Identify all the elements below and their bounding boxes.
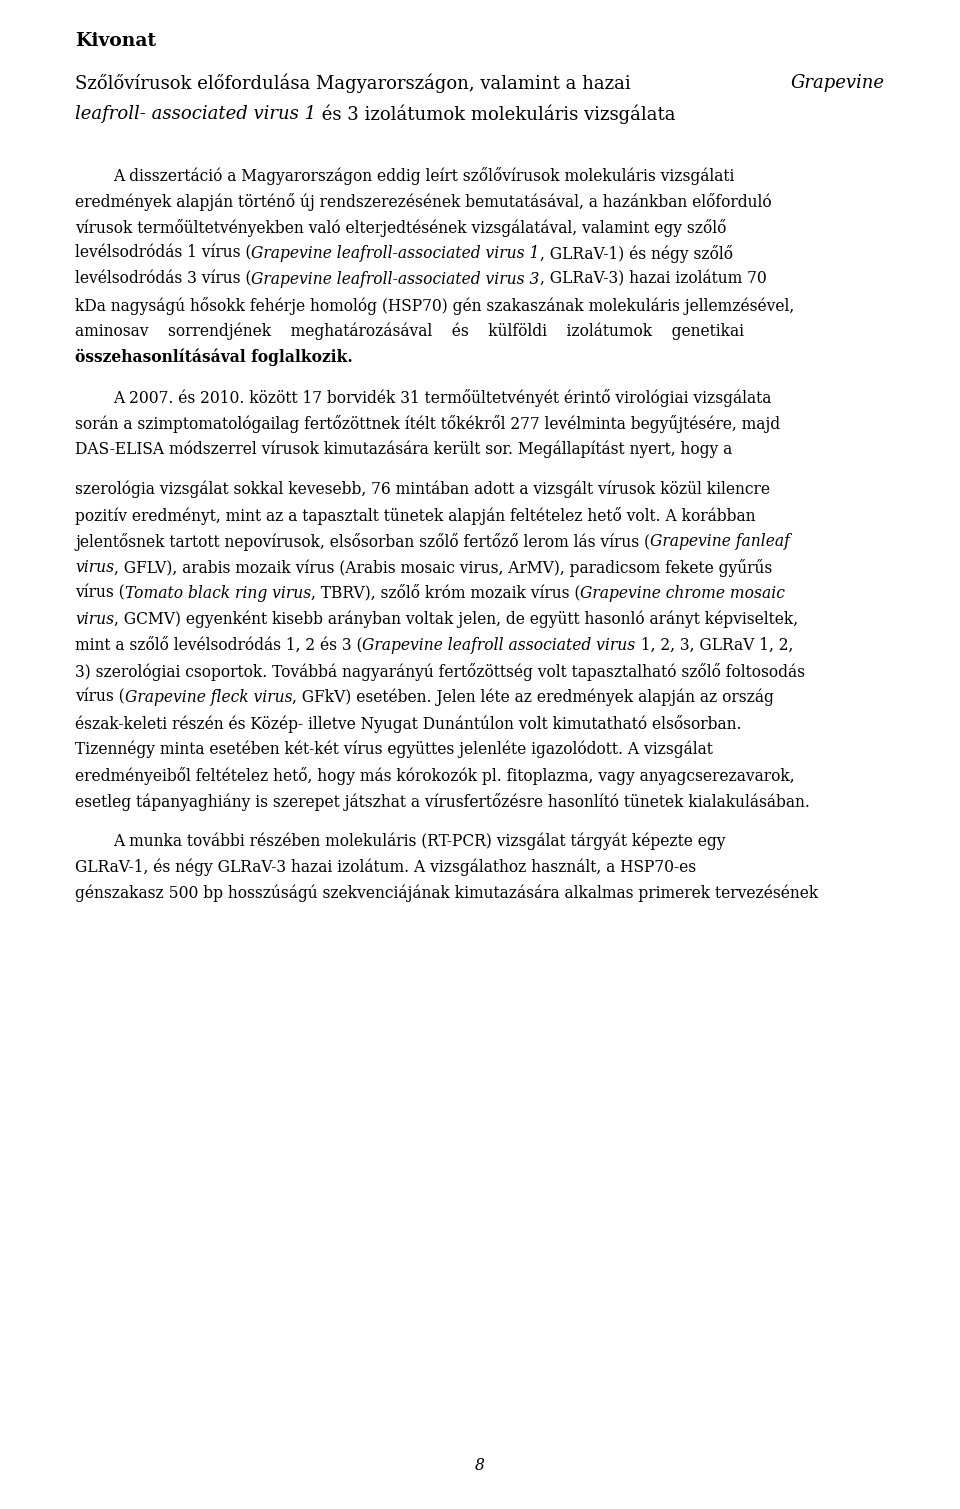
Text: vírus (: vírus ( — [75, 584, 125, 602]
Text: Grapevine: Grapevine — [791, 74, 885, 92]
Text: leafroll- associated virus 1: leafroll- associated virus 1 — [75, 104, 316, 122]
Text: DAS-ELISA módszerrel vírusok kimutazására került sor. Megállapítást nyert, hogy : DAS-ELISA módszerrel vírusok kimutazásár… — [75, 441, 732, 459]
Text: Grapevine leafroll-associated virus 1: Grapevine leafroll-associated virus 1 — [252, 244, 540, 261]
Text: vírusok termőültetvényekben való elterjedtésének vizsgálatával, valamint egy sző: vírusok termőültetvényekben való elterje… — [75, 219, 727, 237]
Text: génszakasz 500 bp hosszúságú szekvenciájának kimutazására alkalmas primerek terv: génszakasz 500 bp hosszúságú szekvenciáj… — [75, 884, 818, 902]
Text: Kivonat: Kivonat — [75, 32, 156, 50]
Text: és 3 izolátumok molekuláris vizsgálata: és 3 izolátumok molekuláris vizsgálata — [316, 104, 676, 124]
Text: virus: virus — [75, 611, 114, 628]
Text: A disszertáció a Magyarországon eddig leírt szőlővírusok molekuláris vizsgálati: A disszertáció a Magyarországon eddig le… — [113, 166, 734, 184]
Text: kDa nagyságú hősokk fehérje homológ (HSP70) gén szakaszának molekuláris jellemzé: kDa nagyságú hősokk fehérje homológ (HSP… — [75, 297, 794, 314]
Text: , GCMV) egyenként kisebb arányban voltak jelen, de együtt hasonló arányt képvise: , GCMV) egyenként kisebb arányban voltak… — [114, 611, 799, 628]
Text: , GLRaV-1) és négy szőlő: , GLRaV-1) és négy szőlő — [540, 244, 732, 263]
Text: vírus (: vírus ( — [75, 688, 125, 706]
Text: mint a szőlő levélsodródás 1, 2 és 3 (: mint a szőlő levélsodródás 1, 2 és 3 ( — [75, 637, 363, 653]
Text: Tizennégy minta esetében két-két vírus együttes jelenléte igazolódott. A vizsgál: Tizennégy minta esetében két-két vírus e… — [75, 741, 713, 758]
Text: jelentősnek tartott nepovírusok, elsősorban szőlő fertőző lerom lás vírus (: jelentősnek tartott nepovírusok, elsősor… — [75, 533, 650, 551]
Text: , GFLV), arabis mozaik vírus (Arabis mosaic virus, ArMV), paradicsom fekete gyűr: , GFLV), arabis mozaik vírus (Arabis mos… — [114, 558, 773, 576]
Text: Grapevine chrome mosaic: Grapevine chrome mosaic — [580, 584, 785, 602]
Text: GLRaV-1, és négy GLRaV-3 hazai izolátum. A vizsgálathoz használt, a HSP70-es: GLRaV-1, és négy GLRaV-3 hazai izolátum.… — [75, 859, 696, 877]
Text: , TBRV), szőlő króm mozaik vírus (: , TBRV), szőlő króm mozaik vírus ( — [311, 584, 580, 602]
Text: A munka további részében molekuláris (RT-PCR) vizsgálat tárgyát képezte egy: A munka további részében molekuláris (RT… — [113, 833, 726, 850]
Text: virus: virus — [75, 558, 114, 575]
Text: Tomato black ring virus: Tomato black ring virus — [125, 584, 311, 602]
Text: Grapevine leafroll-associated virus 3: Grapevine leafroll-associated virus 3 — [252, 270, 540, 288]
Text: során a szimptomatológailag fertőzöttnek ítélt tőkékről 277 levélminta begyűjtés: során a szimptomatológailag fertőzöttnek… — [75, 415, 780, 433]
Text: eredményeiből feltételez hető, hogy más kórokozók pl. fitoplazma, vagy anyagcser: eredményeiből feltételez hető, hogy más … — [75, 767, 795, 785]
Text: A 2007. és 2010. között 17 borvidék 31 termőültetvényét érintő virológiai vizsgá: A 2007. és 2010. között 17 borvidék 31 t… — [113, 389, 772, 406]
Text: szerológia vizsgálat sokkal kevesebb, 76 mintában adott a vizsgált vírusok közül: szerológia vizsgálat sokkal kevesebb, 76… — [75, 480, 770, 498]
Text: 3) szerológiai csoportok. Továbbá nagyarányú fertőzöttség volt tapasztalható sző: 3) szerológiai csoportok. Továbbá nagyar… — [75, 662, 805, 681]
Text: pozitív eredményt, mint az a tapasztalt tünetek alapján feltételez hető volt. A : pozitív eredményt, mint az a tapasztalt … — [75, 507, 756, 525]
Text: 8: 8 — [475, 1458, 485, 1474]
Text: esetleg tápanyaghiány is szerepet játszhat a vírusfertőzésre hasonlító tünetek k: esetleg tápanyaghiány is szerepet játszh… — [75, 792, 810, 810]
Text: észak-keleti részén és Közép- illetve Nyugat Dunántúlon volt kimutatható elsősor: észak-keleti részén és Közép- illetve Ny… — [75, 715, 741, 732]
Text: Szőlővírusok előfordulása Magyarországon, valamint a hazai: Szőlővírusok előfordulása Magyarországon… — [75, 74, 636, 94]
Text: Grapevine fanleaf: Grapevine fanleaf — [650, 533, 790, 549]
Text: 1, 2, 3, GLRaV 1, 2,: 1, 2, 3, GLRaV 1, 2, — [636, 637, 793, 653]
Text: eredmények alapján történő új rendszerezésének bemutatásával, a hazánkban előfor: eredmények alapján történő új rendszerez… — [75, 193, 772, 211]
Text: , GFkV) esetében. Jelen léte az eredmények alapján az ország: , GFkV) esetében. Jelen léte az eredmény… — [292, 688, 774, 706]
Text: Grapevine fleck virus: Grapevine fleck virus — [125, 688, 292, 706]
Text: , GLRaV-3) hazai izolátum 70: , GLRaV-3) hazai izolátum 70 — [540, 270, 766, 288]
Text: levélsodródás 3 vírus (: levélsodródás 3 vírus ( — [75, 270, 252, 288]
Text: levélsodródás 1 vírus (: levélsodródás 1 vírus ( — [75, 244, 252, 261]
Text: Grapevine leafroll associated virus: Grapevine leafroll associated virus — [363, 637, 636, 653]
Text: összehasonlításával foglalkozik.: összehasonlításával foglalkozik. — [75, 349, 352, 367]
Text: aminosav    sorrendjének    meghatározásával    és    külföldi    izolátumok    : aminosav sorrendjének meghatározásával é… — [75, 323, 744, 340]
